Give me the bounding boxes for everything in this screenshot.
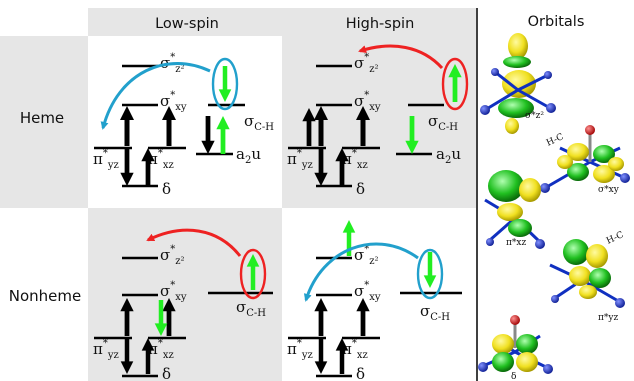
electron-up [120,106,134,146]
panel-nonheme-low-spin: σ*z² σ*xy π*yz π*xz δ σC-H [93,228,273,381]
electron-up [356,298,370,336]
transfer-arrow-red [146,228,242,257]
label-pi-yz: π*yz [93,338,119,361]
electron-down [423,252,437,288]
label-a2u: a2u [236,145,261,166]
orbital-label-hc: H-C [545,132,565,149]
panel-heme-high-bg [282,36,476,208]
header-orbitals: Orbitals [528,14,585,30]
label-pi-yz: π*yz [287,338,313,361]
orbital-label-xz: π*xz [506,238,526,248]
orbital-label-delta: δ [511,372,516,381]
electron-down [314,338,328,374]
highlight-ellipse [211,57,239,111]
panel-nonheme-high-spin: σ*z² σ*xy π*yz π*xz δ σC-H [287,220,462,381]
electron-up [216,116,230,154]
label-sigma-ch: σC-H [428,112,458,133]
label-pi-yz: π*yz [287,148,313,171]
label-sigma-xy: σ*xy [160,280,187,303]
electron-down [201,116,215,154]
label-sigma-z2: σ*z² [354,244,379,267]
highlight-ellipse [441,57,469,111]
header-band-low [88,8,282,36]
orbitals-column: σ*z² H-C σ*xy [478,33,630,381]
label-sigma-z2: σ*z² [354,52,379,75]
label-pi-yz: π*yz [93,148,119,171]
electron-up [162,106,176,146]
label-delta: δ [162,365,171,381]
panel-heme-high-spin: σ*z² σ*xy π*yz π*xz δ σC-H a2u [287,44,469,198]
orbital-delta: δ [478,315,553,381]
orbital-pi-yz: H-C π*yz [549,230,625,323]
highlight-ellipse [239,248,267,300]
label-delta: δ [356,180,365,198]
transfer-arrow-blue [303,242,419,302]
label-sigma-ch: σC-H [244,112,274,133]
label-sigma-ch: σC-H [236,298,266,319]
header-low-spin: Low-spin [155,16,219,32]
row-label-bg-heme [0,36,88,208]
label-sigma-xy: σ*xy [160,90,187,113]
orbital-pi-xz: π*xz [484,170,545,249]
label-a2u: a2u [436,145,461,166]
row-label-nonheme: Nonheme [9,287,81,305]
electron-down [120,148,134,186]
label-sigma-z2: σ*z² [160,244,185,267]
orbital-label-yz: π*yz [598,313,618,323]
transfer-arrow-red [358,44,444,70]
label-sigma-ch: σC-H [420,302,450,323]
header-band-high [282,8,476,36]
label-sigma-xy: σ*xy [354,280,381,303]
label-delta: δ [162,180,171,198]
electron-down [218,66,232,102]
orbital-sigma-z2: σ*z² [480,33,556,134]
orbital-label-xy: σ*xy [598,185,620,195]
orbital-label-z2: σ*z² [525,111,544,121]
transfer-arrow-blue [100,62,211,130]
orbital-label-hc: H-C [605,230,625,247]
panel-nonheme-low-bg [88,208,282,381]
highlight-ellipse [416,248,444,300]
orbital-sigma-xy: H-C σ*xy [540,125,630,195]
label-delta: δ [356,365,365,381]
panel-heme-low-spin: σ*z² σ*xy π*yz π*xz δ σC-H a2u [93,52,274,198]
electron-up [314,298,328,336]
label-sigma-xy: σ*xy [354,90,381,113]
row-label-heme: Heme [20,109,64,127]
header-high-spin: High-spin [346,16,415,32]
